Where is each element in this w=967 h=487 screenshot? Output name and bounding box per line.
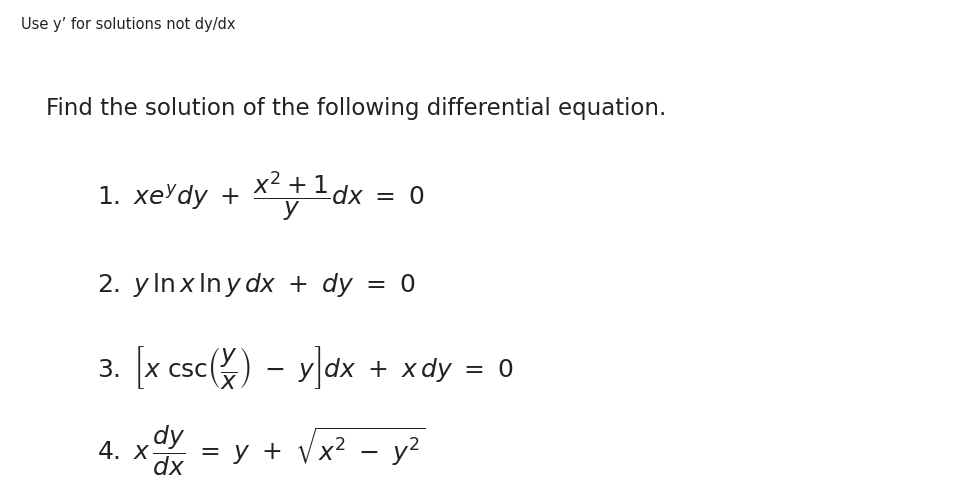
Text: Find the solution of the following differential equation.: Find the solution of the following diffe… <box>46 97 667 120</box>
Text: $4.\ x\,\dfrac{dy}{dx}\ =\ y\ +\ \sqrt{x^{2}\ -\ y^{2}}$: $4.\ x\,\dfrac{dy}{dx}\ =\ y\ +\ \sqrt{x… <box>97 423 425 478</box>
Text: $3.\ \left[x\ \mathrm{csc}\left(\dfrac{y}{x}\right)\ -\ y\right]dx\ +\ x\,dy\ =\: $3.\ \left[x\ \mathrm{csc}\left(\dfrac{y… <box>97 344 513 391</box>
Text: $1.\ xe^{y}dy\ +\ \dfrac{x^{2}+1}{y}dx\ =\ 0$: $1.\ xe^{y}dy\ +\ \dfrac{x^{2}+1}{y}dx\ … <box>97 170 425 224</box>
Text: $2.\ y\,\mathrm{ln}\,x\,\mathrm{ln}\,y\,dx\ +\ dy\ =\ 0$: $2.\ y\,\mathrm{ln}\,x\,\mathrm{ln}\,y\,… <box>97 271 415 299</box>
Text: Use y’ for solutions not dy/dx: Use y’ for solutions not dy/dx <box>21 17 236 32</box>
